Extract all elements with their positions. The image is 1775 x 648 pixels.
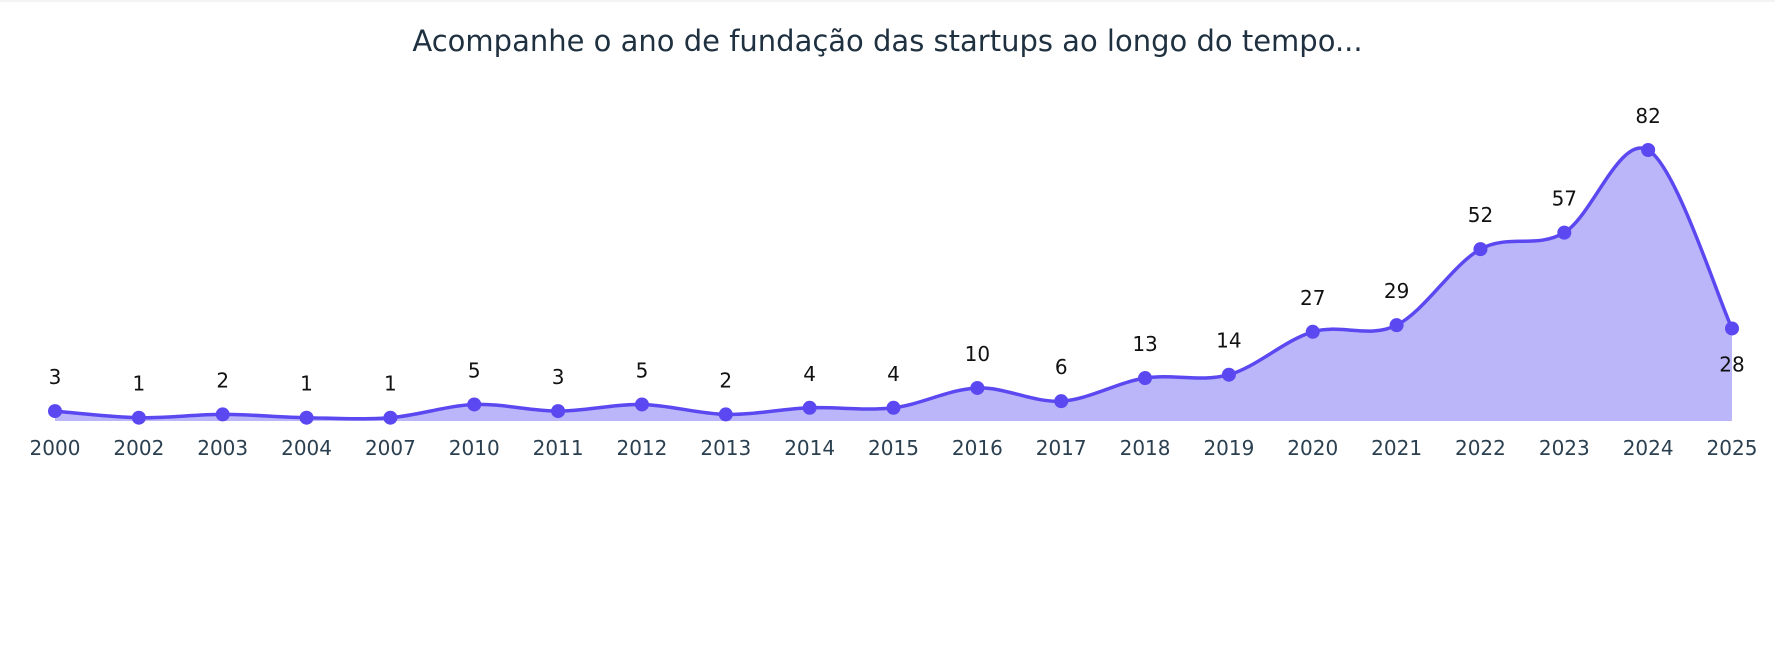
data-label-2023: 57 xyxy=(1552,187,1577,211)
data-point-2013[interactable] xyxy=(718,407,733,422)
x-tick-label-2018: 2018 xyxy=(1120,436,1171,460)
data-point-2023[interactable] xyxy=(1557,225,1572,240)
data-label-2016: 10 xyxy=(965,342,990,366)
data-label-2003: 2 xyxy=(216,368,229,392)
data-label-2011: 3 xyxy=(552,365,565,389)
x-tick-label-2015: 2015 xyxy=(868,436,919,460)
x-tick-label-2011: 2011 xyxy=(533,436,584,460)
top-divider xyxy=(0,0,1775,2)
data-point-2000[interactable] xyxy=(48,404,62,419)
data-point-2017[interactable] xyxy=(1054,394,1069,409)
x-tick-label-2004: 2004 xyxy=(281,436,332,460)
data-point-2019[interactable] xyxy=(1221,367,1236,382)
x-tick-label-2022: 2022 xyxy=(1455,436,1506,460)
series-line xyxy=(54,146,1734,421)
data-point-2021[interactable] xyxy=(1389,318,1404,333)
area-layer xyxy=(55,147,1732,421)
data-point-2004[interactable] xyxy=(299,410,314,425)
data-label-2019: 14 xyxy=(1216,329,1241,353)
data-point-2011[interactable] xyxy=(551,404,566,419)
x-tick-label-2019: 2019 xyxy=(1203,436,1254,460)
data-point-2018[interactable] xyxy=(1138,371,1153,386)
line-layer xyxy=(54,146,1734,421)
x-tick-label-2012: 2012 xyxy=(616,436,667,460)
data-label-2007: 1 xyxy=(384,372,397,396)
data-label-2012: 5 xyxy=(636,358,649,382)
x-tick-label-2014: 2014 xyxy=(784,436,835,460)
data-point-2020[interactable] xyxy=(1305,324,1320,339)
data-label-2024: 82 xyxy=(1635,104,1660,128)
data-point-2010[interactable] xyxy=(467,397,482,412)
data-label-2013: 2 xyxy=(719,368,732,392)
data-point-2003[interactable] xyxy=(215,407,230,422)
data-label-2015: 4 xyxy=(887,362,900,386)
x-tick-label-2002: 2002 xyxy=(113,436,164,460)
data-point-2007[interactable] xyxy=(383,410,398,425)
data-point-2014[interactable] xyxy=(802,400,817,415)
x-tick-label-2020: 2020 xyxy=(1287,436,1338,460)
data-label-2014: 4 xyxy=(803,362,816,386)
x-axis: 2000 2002 2003 2004 2007 2010 2011 2012 2013 2014… xyxy=(30,436,1758,460)
data-point-2002[interactable] xyxy=(131,410,146,425)
data-label-2022: 52 xyxy=(1468,203,1493,227)
x-tick-label-2025: 2025 xyxy=(1707,436,1758,460)
x-tick-label-2023: 2023 xyxy=(1539,436,1590,460)
chart-title: Acompanhe o ano de fundação das startups… xyxy=(412,24,1363,58)
data-label-2020: 27 xyxy=(1300,286,1325,310)
x-tick-label-2013: 2013 xyxy=(700,436,751,460)
data-point-2025[interactable] xyxy=(1725,321,1739,336)
x-tick-label-2007: 2007 xyxy=(365,436,416,460)
x-tick-label-2000: 2000 xyxy=(30,436,81,460)
data-point-2022[interactable] xyxy=(1473,242,1488,257)
data-label-2021: 29 xyxy=(1384,279,1409,303)
data-point-2012[interactable] xyxy=(634,397,649,412)
data-label-2017: 6 xyxy=(1055,355,1068,379)
data-label-2000: 3 xyxy=(49,365,62,389)
data-point-2016[interactable] xyxy=(970,380,985,395)
x-tick-label-2003: 2003 xyxy=(197,436,248,460)
x-tick-label-2010: 2010 xyxy=(449,436,500,460)
data-label-2025: 28 xyxy=(1719,352,1744,376)
data-label-2010: 5 xyxy=(468,358,481,382)
data-label-2004: 1 xyxy=(300,372,313,396)
data-label-2018: 13 xyxy=(1132,332,1157,356)
marker-layer xyxy=(48,143,1739,425)
x-tick-label-2017: 2017 xyxy=(1036,436,1087,460)
area-fill xyxy=(55,147,1732,421)
data-point-2015[interactable] xyxy=(886,400,901,415)
data-point-2024[interactable] xyxy=(1641,143,1656,157)
data-label-2002: 1 xyxy=(132,372,145,396)
x-tick-label-2021: 2021 xyxy=(1371,436,1422,460)
x-tick-label-2016: 2016 xyxy=(952,436,1003,460)
x-tick-label-2024: 2024 xyxy=(1623,436,1674,460)
